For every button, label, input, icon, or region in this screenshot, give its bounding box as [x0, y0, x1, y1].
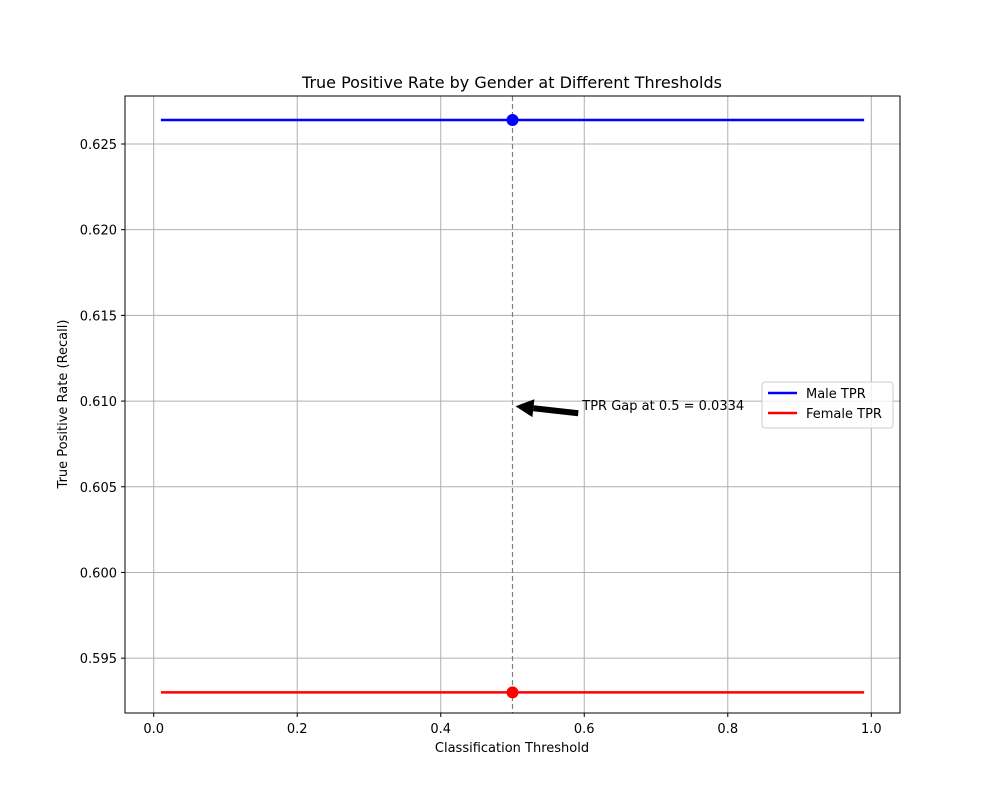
- x-tick-label: 0.2: [287, 722, 308, 737]
- annotation-arrow-head: [515, 399, 535, 418]
- y-tick-label: 0.605: [80, 481, 117, 496]
- y-tick-label: 0.620: [80, 224, 117, 239]
- legend: Male TPR Female TPR: [761, 381, 894, 429]
- x-tick-label: 0.4: [430, 722, 451, 737]
- y-axis-label: True Positive Rate (Recall): [56, 320, 71, 490]
- ticks: 0.0 0.2 0.4 0.6 0.8 1.0 0.595 0.600 0.605 0.610 0.…: [80, 138, 882, 737]
- annotation: TPR Gap at 0.5 = 0.0334: [515, 399, 744, 418]
- series-marker-female: [506, 686, 519, 699]
- x-tick-label: 1.0: [861, 722, 882, 737]
- y-tick-label: 0.610: [80, 395, 117, 410]
- legend-female-label: Female TPR: [806, 407, 882, 422]
- y-tick-label: 0.615: [80, 309, 117, 324]
- x-tick-label: 0.0: [143, 722, 164, 737]
- y-tick-label: 0.625: [80, 138, 117, 153]
- y-tick-label: 0.600: [80, 566, 117, 581]
- chart-title: True Positive Rate by Gender at Differen…: [301, 73, 722, 92]
- x-tick-label: 0.6: [574, 722, 595, 737]
- annotation-arrow-shaft: [533, 405, 579, 417]
- x-tick-label: 0.8: [717, 722, 738, 737]
- annotation-text: TPR Gap at 0.5 = 0.0334: [581, 399, 744, 414]
- y-tick-label: 0.595: [80, 652, 117, 667]
- plot-frame: [124, 95, 901, 714]
- x-axis-label: Classification Threshold: [435, 741, 589, 756]
- series-marker-male: [506, 113, 519, 126]
- legend-male-label: Male TPR: [806, 387, 866, 402]
- plot-content: [160, 96, 865, 713]
